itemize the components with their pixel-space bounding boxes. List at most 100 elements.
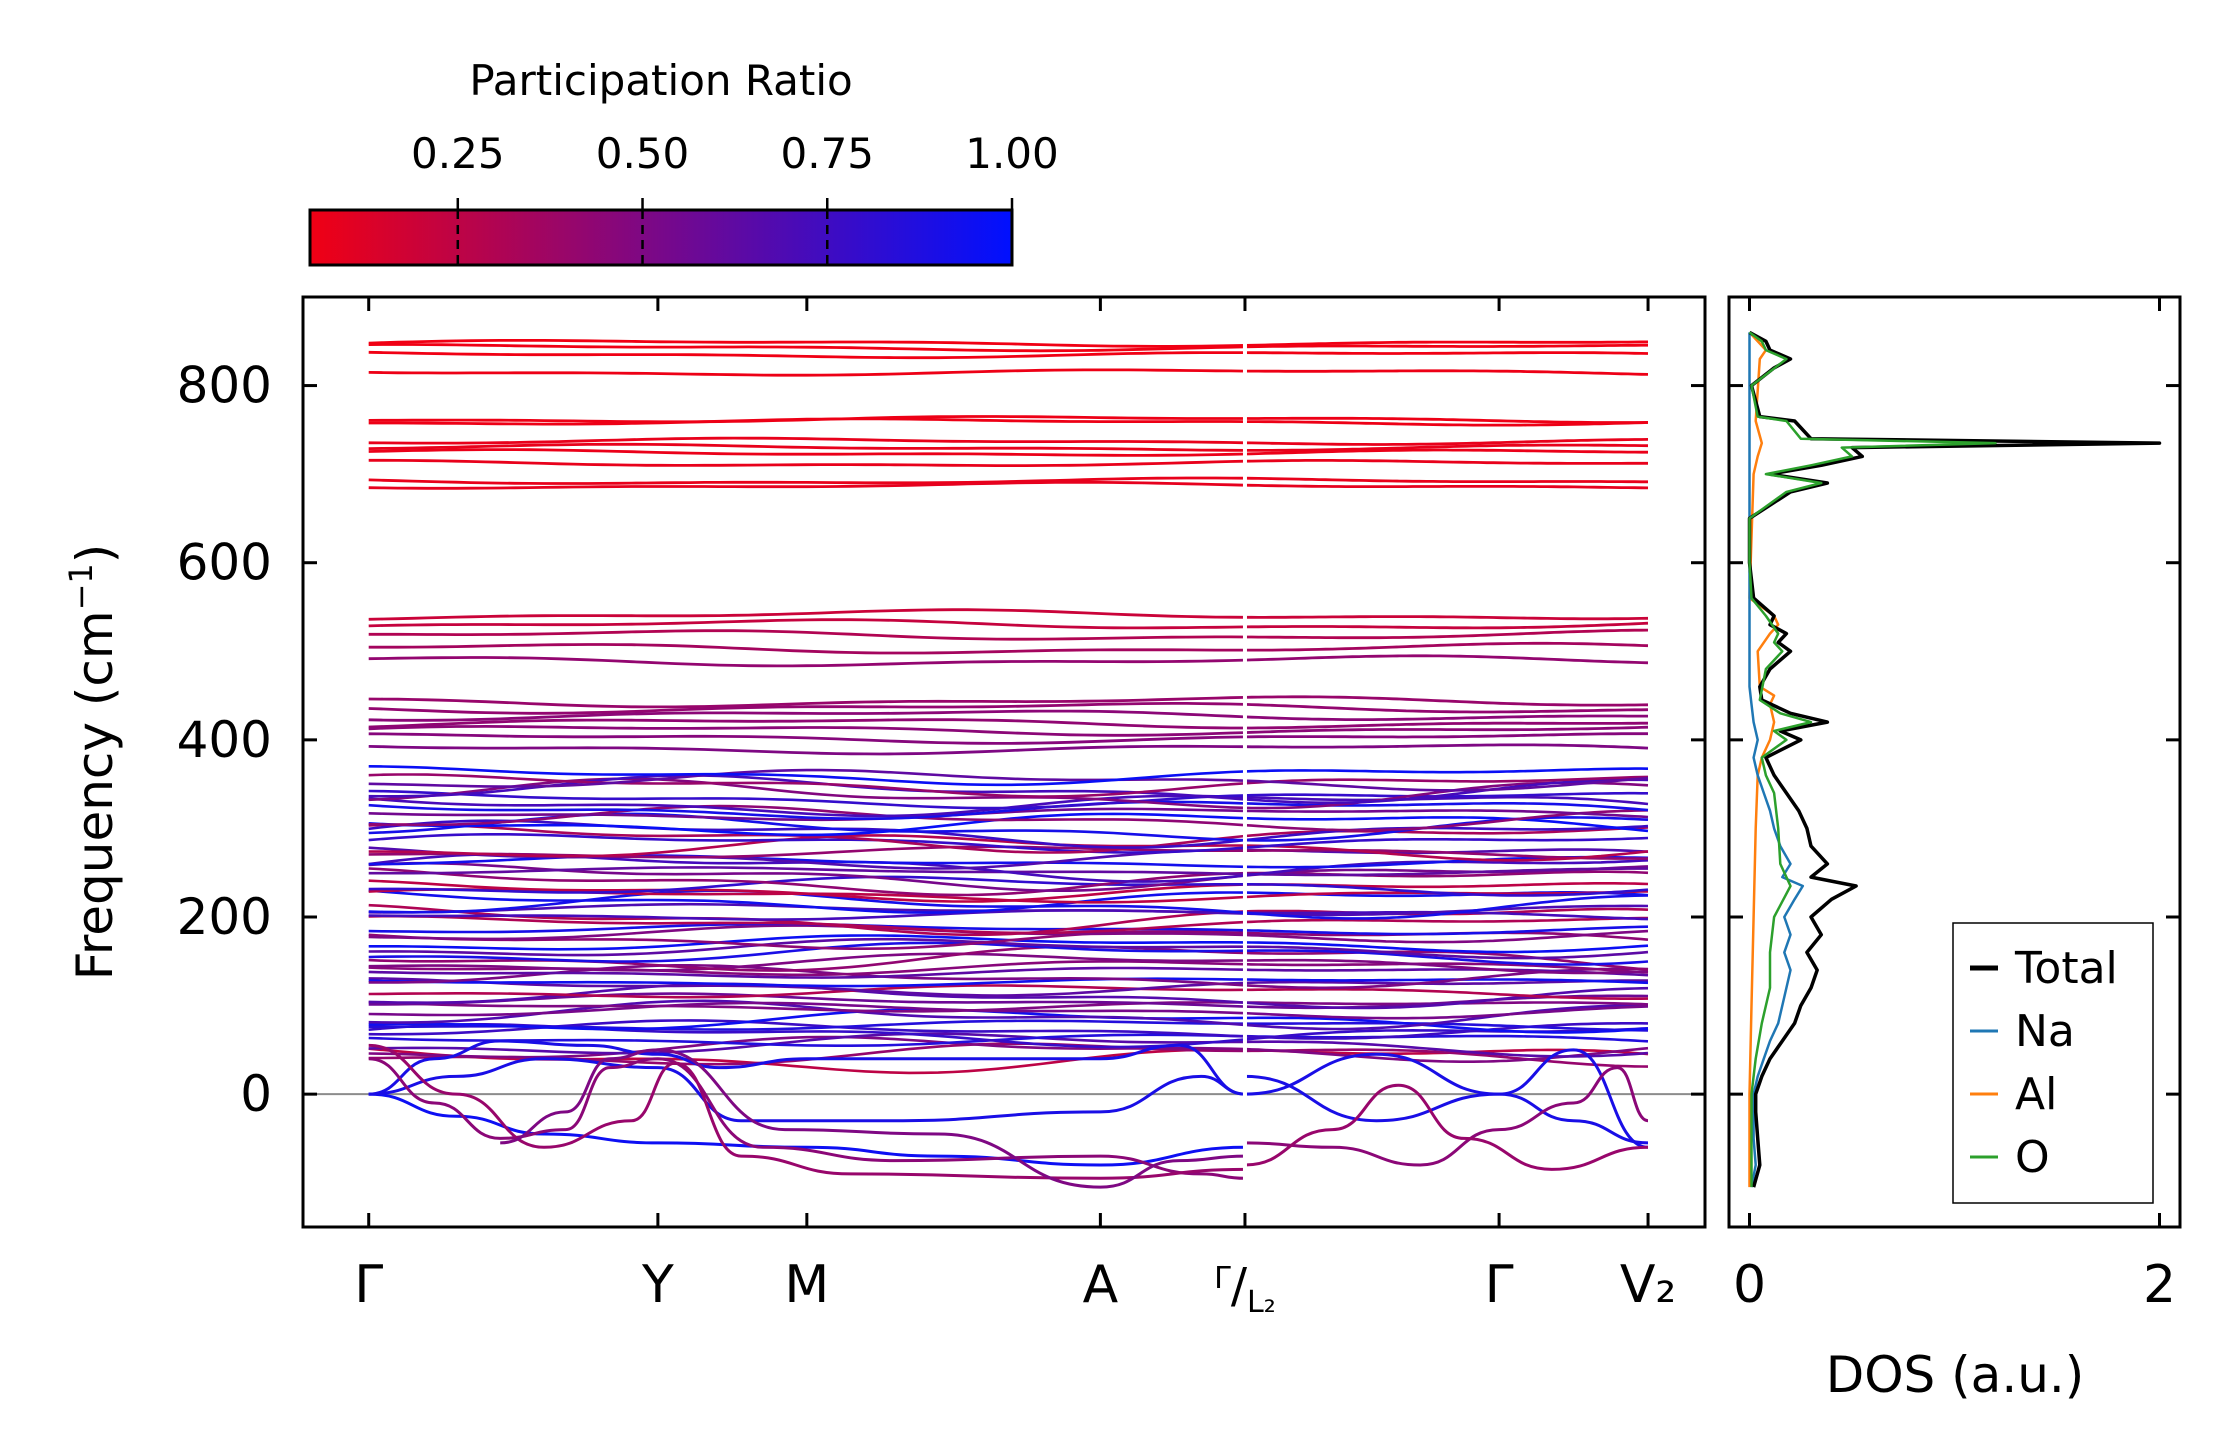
band-line bbox=[368, 458, 1246, 467]
band-line bbox=[1244, 826, 1649, 838]
legend-label-o: O bbox=[2015, 1132, 2050, 1183]
y-tick-label: 0 bbox=[240, 1065, 272, 1123]
band-line bbox=[1244, 776, 1649, 792]
band-line bbox=[1244, 714, 1648, 721]
band-line bbox=[1245, 420, 1649, 427]
band-line bbox=[368, 952, 1246, 972]
dos-axes-frame bbox=[1727, 295, 2182, 1229]
band-x-ticks: Γ Y M A Γ/L₂ Γ V₂ bbox=[354, 297, 1676, 1320]
band-line bbox=[368, 448, 1246, 457]
colorbar-tick-label: 1.00 bbox=[965, 129, 1059, 178]
y-tick-label: 600 bbox=[177, 534, 272, 592]
band-line bbox=[368, 1032, 1246, 1055]
band-line-LA-up bbox=[368, 1039, 1246, 1096]
y-tick-label: 800 bbox=[177, 357, 272, 415]
band-line-seg2-soft-a bbox=[1244, 1066, 1649, 1167]
y-tick-label: 400 bbox=[177, 711, 272, 769]
band-line bbox=[1244, 809, 1649, 819]
band-line bbox=[368, 854, 1246, 869]
band-line bbox=[1245, 949, 1649, 966]
band-line bbox=[1245, 443, 1649, 452]
band-line bbox=[1244, 962, 1649, 974]
band-line bbox=[368, 629, 1246, 641]
band-line bbox=[368, 696, 1246, 709]
band-line bbox=[1244, 986, 1649, 1010]
band-line bbox=[1244, 894, 1649, 920]
band-line bbox=[1244, 844, 1649, 862]
band-line-seg2-soft-b bbox=[1244, 1083, 1649, 1171]
band-line bbox=[1245, 883, 1649, 897]
band-line bbox=[1245, 1016, 1649, 1034]
x-tick-label: M bbox=[784, 1255, 829, 1315]
band-line-soft-2 bbox=[368, 1043, 1246, 1180]
band-line bbox=[368, 924, 1246, 941]
band-line bbox=[1244, 925, 1649, 936]
band-line bbox=[1244, 824, 1649, 842]
band-line bbox=[1244, 695, 1649, 707]
band-line bbox=[1244, 340, 1648, 347]
band-line bbox=[1245, 721, 1648, 730]
band-line bbox=[368, 765, 1246, 787]
band-line bbox=[1245, 628, 1649, 640]
band-line bbox=[368, 732, 1246, 745]
band-line bbox=[368, 789, 1246, 810]
colorbar-gradient bbox=[308, 208, 1014, 267]
band-line bbox=[368, 964, 1246, 987]
dos-lines bbox=[1747, 330, 2162, 1188]
band-line bbox=[1244, 703, 1649, 714]
band-line bbox=[368, 442, 1246, 452]
band-line bbox=[368, 984, 1246, 999]
band-line bbox=[1245, 988, 1649, 1000]
dos-x-tick-label: 0 bbox=[1733, 1255, 1766, 1315]
band-line bbox=[1244, 448, 1648, 456]
band-line bbox=[1244, 867, 1648, 877]
band-line bbox=[368, 966, 1246, 979]
legend-label-total: Total bbox=[2014, 943, 2118, 994]
legend-entry-total: Total bbox=[1970, 943, 2118, 994]
band-line bbox=[368, 889, 1246, 914]
band-y-ticks: 0 200 400 600 800 bbox=[177, 357, 2180, 1123]
x-tick-label: Y bbox=[641, 1255, 674, 1315]
band-line bbox=[1244, 1005, 1649, 1020]
band-line bbox=[1244, 621, 1649, 630]
band-line bbox=[1244, 958, 1649, 975]
x-tick-label: A bbox=[1083, 1255, 1119, 1315]
band-line bbox=[368, 709, 1246, 722]
band-line bbox=[1245, 615, 1649, 621]
band-line bbox=[1244, 654, 1649, 665]
band-line bbox=[368, 1047, 1246, 1075]
colorbar: Participation Ratio 0.25 0.50 0.75 1.00 bbox=[308, 56, 1059, 267]
band-line bbox=[368, 866, 1246, 876]
dos-curve-o bbox=[1748, 331, 1997, 1188]
legend-label-na: Na bbox=[2015, 1006, 2075, 1057]
band-line bbox=[368, 773, 1246, 798]
band-line bbox=[1244, 459, 1648, 465]
band-line bbox=[368, 480, 1246, 490]
band-line bbox=[1244, 438, 1649, 446]
band-line bbox=[368, 861, 1246, 892]
band-line bbox=[368, 804, 1246, 827]
band-line bbox=[368, 417, 1246, 426]
band-line bbox=[1244, 351, 1649, 355]
band-line-seg2-acoustic-b bbox=[1244, 1074, 1649, 1145]
band-line bbox=[1244, 904, 1649, 917]
band-line bbox=[368, 1019, 1246, 1038]
dos-curve-al bbox=[1748, 331, 1780, 1188]
y-tick-label: 200 bbox=[177, 888, 272, 946]
band-line bbox=[1244, 1040, 1649, 1058]
legend-entry-na: Na bbox=[1970, 1006, 2075, 1057]
band-line bbox=[368, 867, 1246, 897]
band-ylabel-main: Frequency (cm bbox=[66, 610, 124, 980]
band-line bbox=[368, 941, 1246, 963]
band-line bbox=[1244, 767, 1649, 774]
band-line bbox=[368, 436, 1246, 445]
band-line bbox=[1244, 967, 1649, 990]
band-line bbox=[368, 724, 1246, 737]
band-line bbox=[1244, 725, 1649, 734]
band-line bbox=[368, 812, 1246, 837]
band-line bbox=[1245, 369, 1649, 376]
band-line bbox=[1244, 743, 1649, 750]
